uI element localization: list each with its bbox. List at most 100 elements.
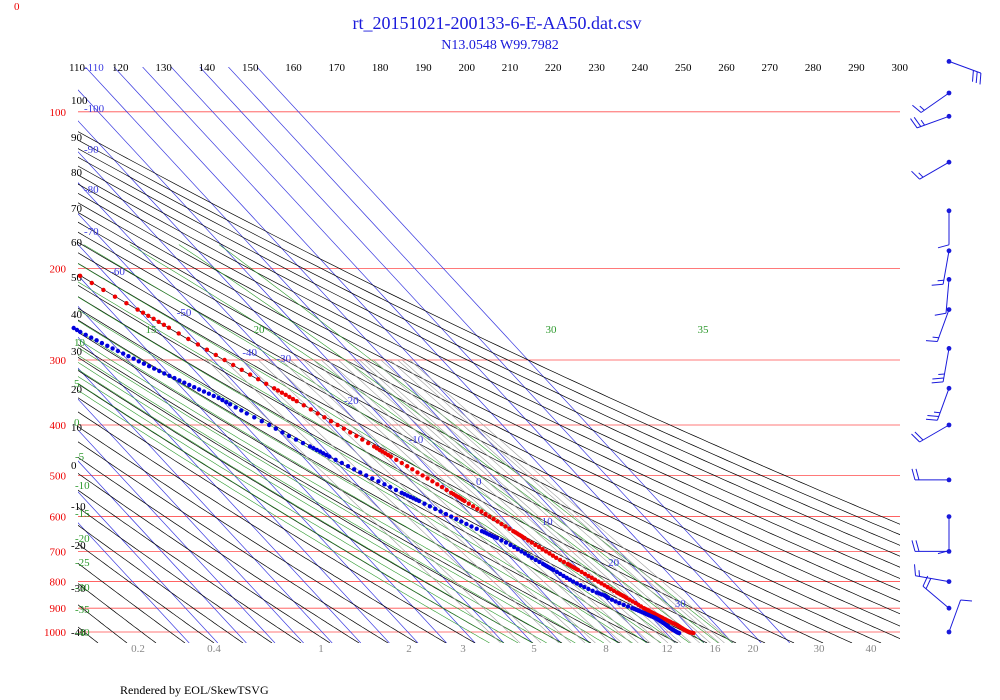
dewpoint-point [267, 422, 272, 428]
dewpoint-point [519, 549, 524, 554]
temperature-point [470, 504, 476, 509]
wind-barb-staff [942, 348, 950, 382]
dry-adiabat-line [78, 148, 900, 546]
wind-barb-flag [932, 377, 944, 380]
dewpoint-point [567, 577, 573, 582]
wind-barb-half-flag [933, 411, 941, 414]
dewpoint-point [586, 586, 591, 592]
temperature-point [146, 313, 151, 318]
temperature-point [366, 440, 371, 446]
temperature-point [495, 519, 500, 524]
dewpoint-point [201, 389, 207, 394]
isotherm-line [78, 182, 505, 643]
temperature-point [602, 583, 607, 588]
dewpoint-point [529, 555, 535, 560]
theta-left-label: 10 [71, 422, 83, 434]
dewpoint-point [422, 501, 427, 506]
mixing-ratio-line [290, 359, 596, 643]
temperature-point [204, 347, 210, 352]
dry-adiabat-line [78, 252, 824, 643]
temperature-point [483, 511, 488, 517]
temperature-point [526, 538, 531, 543]
isobar-label: 600 [50, 512, 67, 524]
mixing-ratio-line [206, 359, 501, 643]
moist-adiabat-line [78, 376, 519, 643]
dry-adiabat-line [0, 72, 11, 643]
temperature-point [222, 357, 227, 363]
temperature-point [547, 551, 552, 556]
mixing-ratio-line [281, 359, 586, 643]
temperature-point [301, 403, 306, 408]
temperature-point [315, 411, 320, 416]
temperature-point [435, 482, 440, 487]
theta-left-label: 40 [71, 309, 83, 321]
isobar-label: 200 [50, 263, 67, 275]
mixing-ratio-label: 16 [710, 643, 722, 655]
dry-adiabat-line [78, 212, 900, 627]
temperature-point [543, 549, 549, 554]
corner-label: 0 [14, 1, 20, 13]
dewpoint-point [146, 364, 152, 369]
dry-adiabat-line [78, 284, 737, 643]
temperature-point [101, 287, 106, 293]
theta-top-label: 140 [199, 62, 216, 74]
mixing-ratio-line [346, 359, 661, 643]
dry-adiabat-line [78, 524, 244, 643]
dewpoint-point [252, 415, 257, 420]
temperature-point [475, 506, 480, 512]
temperature-point [135, 307, 140, 312]
wind-barb-column [910, 59, 982, 635]
dewpoint-point [131, 356, 136, 361]
theta-left-label: 0 [71, 460, 77, 472]
wind-barb-staff [919, 424, 950, 443]
theta-top-label: 230 [588, 62, 605, 74]
mixing-ratio-line [223, 359, 521, 643]
temperature-point [371, 444, 377, 449]
mixing-ratio-label: 8 [603, 643, 609, 655]
temperature-point [439, 484, 445, 490]
temperature-point [322, 415, 327, 420]
theta-top-label: 190 [415, 62, 432, 74]
dewpoint-point [613, 599, 618, 604]
mixing-ratio-label: 20 [748, 643, 760, 655]
moist-adiabat-line [78, 361, 547, 643]
theta-top-label: 210 [502, 62, 519, 74]
dewpoint-point [454, 516, 459, 522]
temperature-point [231, 362, 236, 368]
isobar-label: 400 [50, 420, 67, 432]
dewpoint-point [522, 551, 528, 556]
wind-barb-flag [915, 540, 920, 552]
dewpoint-point [182, 380, 187, 385]
dry-adiabat-line [78, 319, 650, 643]
temperature-point [275, 388, 281, 393]
moist-adiabat-line [78, 369, 533, 643]
dry-adiabat-line [78, 473, 331, 643]
temperature-point [341, 426, 347, 431]
dry-adiabat-line [78, 397, 476, 643]
wind-barb-half-flag [937, 279, 944, 282]
dewpoint-point [141, 361, 147, 366]
wind-barb-flag [911, 170, 920, 180]
temperature-point [511, 529, 516, 534]
temperature-point [283, 392, 288, 397]
temperature-point [561, 559, 567, 565]
temperature-point [499, 521, 504, 527]
dewpoint-point [617, 600, 622, 606]
wind-barb-flag [925, 418, 938, 421]
temperature-point [335, 422, 340, 428]
theta-top-label: 120 [112, 62, 129, 74]
mixing-ratio-line [303, 359, 611, 643]
wind-barb-flag [922, 575, 929, 587]
dewpoint-point [351, 467, 357, 472]
dry-adiabat-line [78, 604, 128, 643]
isotherm-line [142, 67, 676, 643]
wind-barb-staff [948, 599, 962, 633]
isobar-label: 800 [50, 577, 67, 589]
mixing-ratio-line [409, 359, 734, 643]
temperature-point [399, 460, 404, 466]
dewpoint-point [574, 581, 579, 586]
wind-barb-flag [915, 468, 920, 481]
wind-barb-staff [942, 250, 950, 285]
dewpoint-point [621, 602, 626, 607]
temperature-point [213, 352, 218, 358]
